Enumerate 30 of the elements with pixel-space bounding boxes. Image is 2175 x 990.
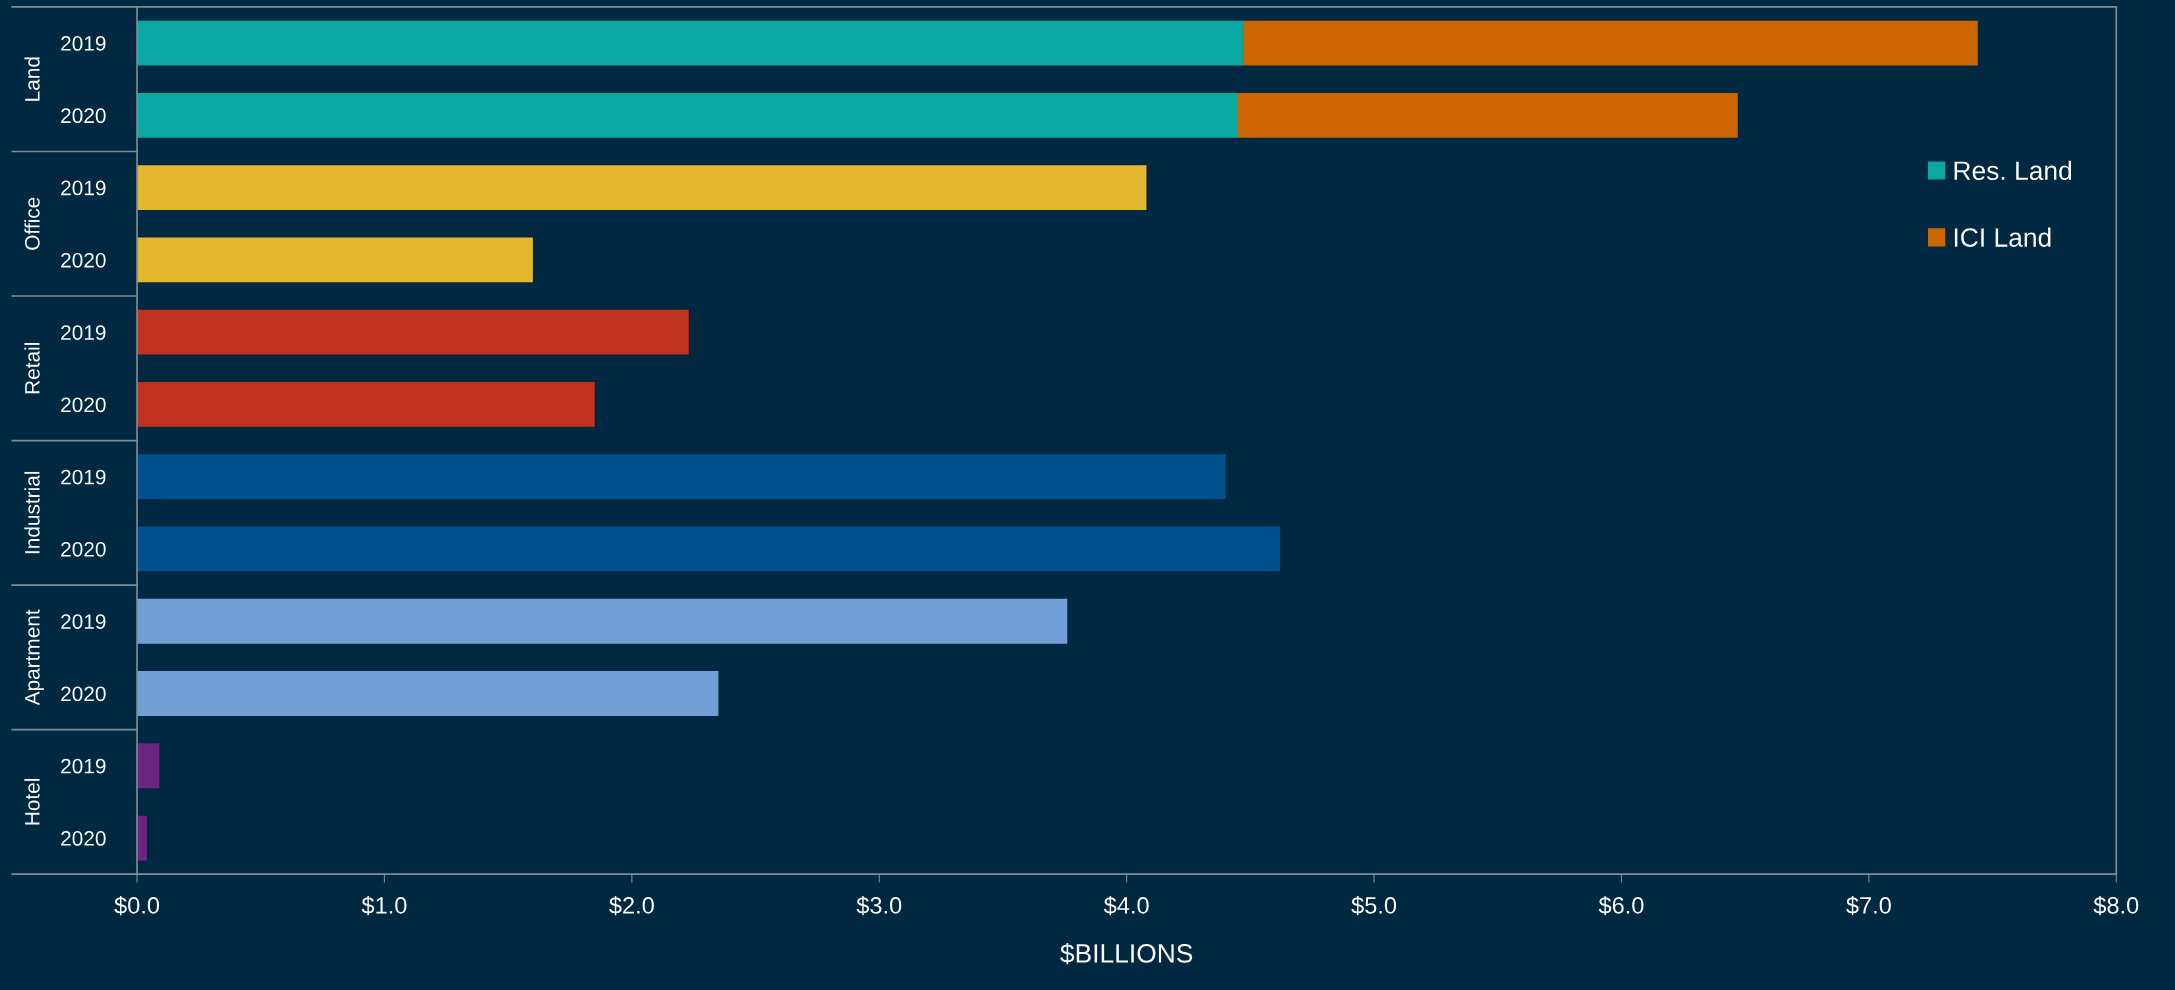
y-tick-label: 2020 — [61, 397, 106, 413]
text: Land — [24, 57, 40, 101]
legend-label: ICI Land — [1954, 227, 2051, 247]
text: Apartment — [25, 609, 44, 706]
y-tick-label: 2020 — [61, 541, 106, 557]
x-tick-label: $8.0 — [2093, 896, 2139, 916]
text: Industrial — [24, 471, 40, 554]
y-tick-label: 2020 — [61, 108, 106, 124]
y-tick-label: 2020 — [61, 831, 106, 846]
y-tick-label: 2020 — [61, 686, 106, 702]
text: Retail — [24, 343, 40, 394]
y-tick-label: 2019 — [61, 614, 106, 629]
text: Office — [24, 197, 40, 250]
y-tick-label: 2019 — [61, 325, 106, 340]
x-tick-label: $0.0 — [114, 896, 160, 916]
x-tick-label: $1.0 — [361, 896, 407, 916]
y-tick-label: 2020 — [61, 252, 106, 268]
x-tick-label: $7.0 — [1846, 896, 1891, 916]
x-tick-label: $4.0 — [1103, 896, 1149, 916]
y-tick-label: 2019 — [61, 180, 106, 196]
y-tick-label: 2019 — [61, 469, 106, 485]
legend-label: Res. Land — [1954, 160, 2072, 181]
y-tick-label: 2019 — [61, 36, 106, 51]
text: Hotel — [24, 778, 40, 825]
x-tick-label: $3.0 — [856, 896, 902, 916]
x-tick-label: $5.0 — [1351, 896, 1397, 916]
x-tick-label: $6.0 — [1598, 896, 1644, 916]
y-tick-label: 2019 — [61, 758, 106, 774]
x-tick-label: $2.0 — [609, 896, 654, 916]
x-axis-title: $BILLIONS — [1060, 942, 1193, 965]
